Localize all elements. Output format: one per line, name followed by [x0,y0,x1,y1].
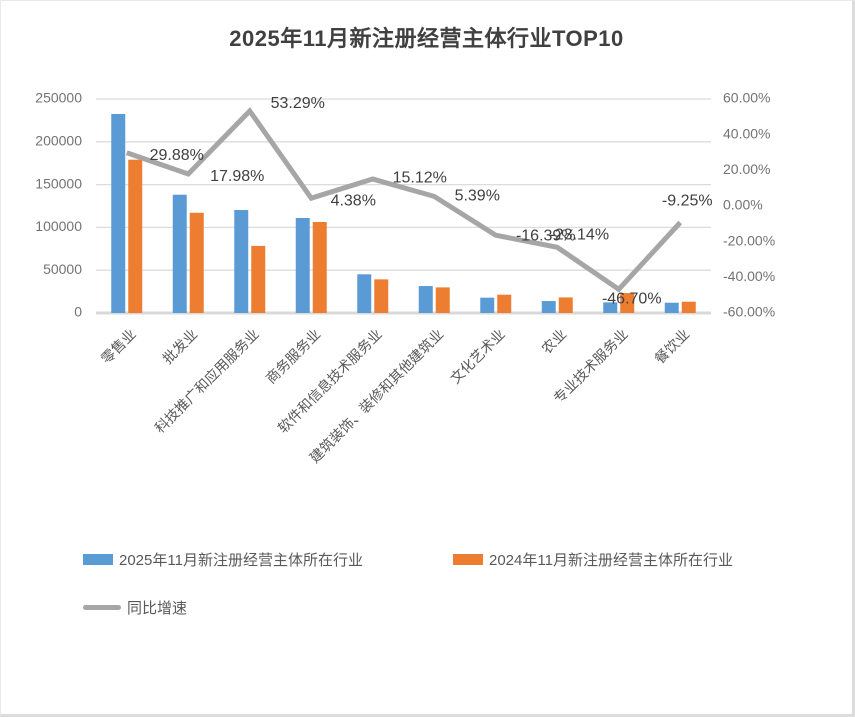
bar-2024-软件和信息技术服务业 [374,279,389,313]
bar-2024-商务服务业 [312,222,327,313]
bar-2024-文化艺术业 [497,294,512,313]
legend-swatch-2025 [83,554,113,565]
legend-item-2024-bars: 2024年11月新注册经营主体所在行业 [453,549,733,570]
chart-title: 2025年11月新注册经营主体行业TOP10 [229,26,624,51]
category-label-文化艺术业: 文化艺术业 [447,326,508,387]
left-axis-tick: 200000 [35,133,82,149]
right-axis-tick: 0.00% [723,197,763,213]
growth-line [125,107,683,293]
right-axis-tick: -60.00% [723,304,775,320]
left-axis-tick: 150000 [35,175,82,191]
bar-2025-商务服务业 [295,217,310,313]
category-label-商务服务业: 商务服务业 [263,326,324,387]
growth-data-label: -16.39% [516,227,576,244]
bar-2024-农业 [558,297,573,313]
growth-data-label: 17.98% [210,168,264,185]
right-axis-tick: 20.00% [723,161,770,177]
chart-plot-area: 250000 200000 150000 100000 50000 0 60.00% 40.0… [35,90,775,466]
growth-data-label: 5.39% [455,188,500,205]
category-label-农业: 农业 [538,326,569,357]
right-axis-tick: 60.00% [723,90,770,106]
left-axis-tick: 50000 [43,261,82,277]
category-label-餐饮业: 餐饮业 [651,326,692,367]
category-label-零售业: 零售业 [98,326,139,367]
right-axis-tick: -20.00% [723,232,775,248]
bar-2024-科技推广和应用服务业 [251,245,266,313]
bar-2025-建筑装饰、装修和其他建筑业 [418,286,433,313]
bar-2025-科技推广和应用服务业 [234,210,249,313]
left-axis-tick: 0 [74,304,82,320]
bar-2024-批发业 [189,212,204,313]
bar-2025-农业 [541,301,556,313]
bar-2025-批发业 [172,194,187,313]
bar-2025-餐饮业 [664,302,679,313]
left-axis-tick: 250000 [35,90,82,106]
category-label-建筑装饰、装修和其他建筑业: 建筑装饰、装修和其他建筑业 [306,326,446,466]
left-axis-tick: 100000 [35,218,82,234]
legend-label-growth: 同比增速 [127,600,188,617]
legend-label-2024: 2024年11月新注册经营主体所在行业 [489,552,733,569]
bar-2024-建筑装饰、装修和其他建筑业 [435,287,450,313]
growth-data-label: 29.88% [150,147,204,164]
legend-item-growth-line: 同比增速 [83,597,187,618]
bar-2025-专业技术服务业 [603,302,618,313]
legend-swatch-2024 [453,554,483,565]
category-label-科技推广和应用服务业: 科技推广和应用服务业 [152,326,262,436]
growth-data-label: -9.25% [662,193,713,210]
category-label-软件和信息技术服务业: 软件和信息技术服务业 [275,326,385,436]
right-axis-tick: 40.00% [723,125,770,141]
bar-2024-餐饮业 [681,301,696,313]
growth-data-label: 53.29% [271,95,325,112]
growth-data-label: 15.12% [393,169,447,186]
growth-data-label: 4.38% [331,192,376,209]
bar-2024-专业技术服务业 [620,293,635,313]
legend-swatch-growth-line [83,605,121,610]
growth-data-label: -23.14% [549,226,609,243]
right-axis-tick: -40.00% [723,268,775,284]
category-label-批发业: 批发业 [159,326,200,367]
legend-item-2025-bars: 2025年11月新注册经营主体所在行业 [83,549,363,570]
bar-2025-软件和信息技术服务业 [357,274,372,313]
bar-2024-零售业 [128,159,143,313]
bar-2025-文化艺术业 [480,297,495,313]
bar-2025-零售业 [111,113,126,313]
legend-label-2025: 2025年11月新注册经营主体所在行业 [119,552,363,569]
growth-data-label: -46.70% [602,291,662,308]
